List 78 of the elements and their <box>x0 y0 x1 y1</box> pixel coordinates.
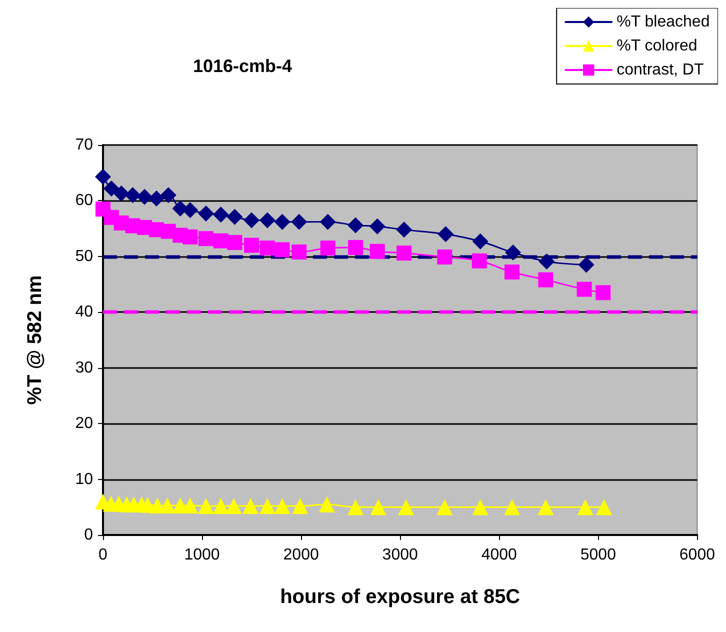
point <box>274 214 290 230</box>
point <box>396 222 412 238</box>
point <box>370 499 386 516</box>
x-axis-title: hours of exposure at 85C <box>280 586 520 608</box>
point <box>437 249 452 264</box>
point <box>136 188 153 205</box>
point <box>198 498 214 514</box>
point <box>182 229 198 244</box>
point <box>160 187 176 204</box>
point <box>198 231 214 246</box>
x-tick-label: 2000 <box>283 546 319 564</box>
point <box>260 240 275 256</box>
point <box>504 264 520 280</box>
x-tick-label: 3000 <box>382 546 418 564</box>
point <box>242 498 259 514</box>
x-tick-label: 6000 <box>679 546 716 564</box>
x-tick-label: 4000 <box>481 546 518 564</box>
point <box>318 496 335 512</box>
point <box>596 285 611 300</box>
point <box>504 499 520 516</box>
point <box>348 499 364 516</box>
y-tick-label: 0 <box>84 526 94 544</box>
legend-label: contrast, DT <box>616 62 704 78</box>
y-axis-title: %T @ 582 nm <box>24 275 46 405</box>
x-tick-label: 0 <box>98 546 108 564</box>
point <box>95 168 111 185</box>
point <box>292 244 307 260</box>
point <box>398 499 414 516</box>
legend-label: %T bleached <box>616 14 710 30</box>
point <box>436 499 453 516</box>
point <box>472 253 487 268</box>
point <box>438 226 454 242</box>
y-tick-label: 20 <box>75 415 94 432</box>
point <box>370 244 385 259</box>
y-tick-label: 60 <box>75 192 94 210</box>
y-tick-label: 30 <box>75 359 94 376</box>
point <box>320 214 336 230</box>
point <box>244 212 260 228</box>
point <box>472 233 488 250</box>
point <box>124 187 141 204</box>
point <box>259 498 276 514</box>
point <box>274 242 290 258</box>
point <box>148 190 164 206</box>
point <box>538 272 554 288</box>
point <box>182 202 198 218</box>
point <box>577 499 594 516</box>
point <box>538 499 554 516</box>
chart-title: 1016-cmb-4 <box>193 56 292 76</box>
point <box>113 185 130 202</box>
point <box>396 246 412 261</box>
point <box>596 499 612 516</box>
point <box>226 208 243 225</box>
point <box>259 212 276 228</box>
point <box>320 240 336 256</box>
y-tick-label: 40 <box>75 304 94 321</box>
point <box>103 180 120 196</box>
x-tick-label: 1000 <box>184 546 220 564</box>
point <box>472 499 488 516</box>
point <box>292 498 308 514</box>
point <box>369 218 386 234</box>
y-tick-label: 70 <box>75 136 94 154</box>
point <box>274 498 290 514</box>
point <box>227 235 242 250</box>
point <box>212 498 229 514</box>
point <box>198 206 214 222</box>
point <box>226 498 242 514</box>
point <box>578 256 594 273</box>
legend-label: %T colored <box>616 38 698 54</box>
point <box>348 240 364 256</box>
y-tick-label: 50 <box>75 248 94 265</box>
point <box>348 217 364 234</box>
point <box>576 282 592 297</box>
y-tick-label: 10 <box>75 470 94 488</box>
x-tick-label: 5000 <box>580 546 616 564</box>
point <box>212 206 229 223</box>
point <box>213 233 228 248</box>
point <box>291 214 308 230</box>
point <box>244 238 260 253</box>
